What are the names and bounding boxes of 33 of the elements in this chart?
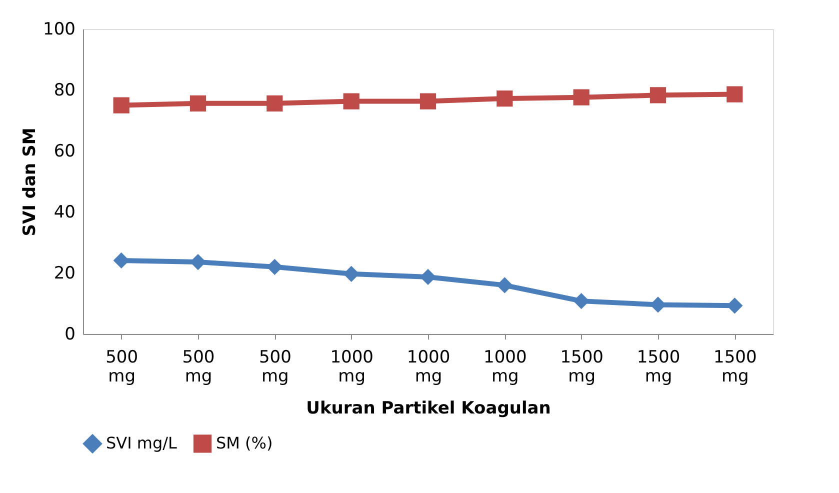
legend-label: SVI mg/L	[106, 434, 178, 453]
x-tick-label: 1500 mg	[560, 348, 604, 386]
x-tick-label: 500 mg	[182, 348, 215, 386]
point	[190, 95, 206, 112]
point	[343, 266, 360, 282]
x-tick-label: 1500 mg	[636, 348, 680, 386]
y-tick-label: 100	[43, 20, 76, 40]
y-axis-title: SVI dan SM	[20, 128, 40, 236]
y-tick-label: 0	[64, 324, 76, 344]
point	[113, 97, 130, 114]
x-tick-label: 1000 mg	[484, 348, 527, 386]
x-tick-label: 500 mg	[258, 348, 292, 386]
point	[726, 86, 743, 102]
x-axis-title: Ukuran Partikel Koagulan	[306, 398, 551, 418]
point	[496, 277, 513, 294]
point	[496, 90, 513, 107]
point	[573, 89, 590, 106]
point	[343, 93, 360, 110]
legend-label: SM (%)	[216, 434, 273, 453]
x-tick-label: 1500 mg	[714, 348, 757, 386]
y-tick-label: 20	[54, 264, 76, 284]
y-tick-label: 40	[54, 202, 76, 222]
x-tick-label: 1000 mg	[330, 348, 374, 386]
x-tick-label: 1000 mg	[406, 348, 450, 386]
y-tick-label: 80	[54, 80, 76, 100]
y-tick-label: 60	[54, 142, 76, 162]
point	[420, 93, 436, 110]
point	[650, 87, 666, 104]
x-tick-label: 500 mg	[106, 348, 138, 386]
point	[113, 252, 130, 269]
point	[266, 258, 283, 275]
point	[573, 293, 590, 310]
point	[266, 95, 283, 112]
